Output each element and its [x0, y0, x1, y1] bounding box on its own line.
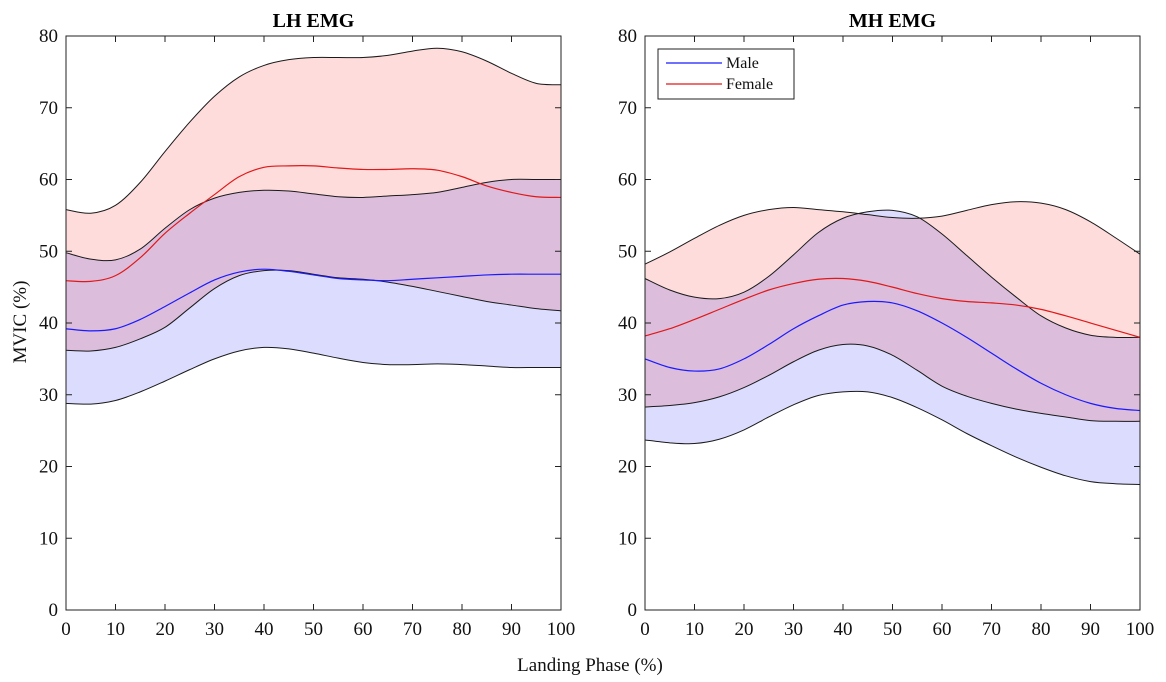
y-tick-label: 20 — [618, 457, 637, 478]
x-tick-label: 30 — [205, 619, 224, 640]
y-tick-label: 30 — [618, 385, 637, 406]
legend-label-male: Male — [726, 55, 759, 72]
x-tick-label: 100 — [547, 619, 576, 640]
panel-mh-emg: 0 10 20 30 40 50 60 70 80 90 100 0 10 20 30 40 50 60 70 80 M… — [618, 10, 1154, 640]
band-edge-female-lower — [65, 269, 562, 352]
legend-label-female: Female — [726, 76, 773, 93]
y-tick-label: 10 — [39, 528, 58, 549]
y-tick-label: 60 — [39, 170, 58, 191]
y-tick-label: 70 — [39, 98, 58, 119]
x-tick-label: 0 — [640, 619, 650, 640]
band-edge-female-upper — [65, 47, 562, 214]
y-tick-label: 70 — [618, 98, 637, 119]
x-tick-label: 20 — [735, 619, 754, 640]
x-tick-label: 80 — [1032, 619, 1051, 640]
band-female — [645, 201, 1140, 422]
mean-line-male — [644, 300, 1141, 412]
legend: Male Female — [657, 48, 795, 100]
x-tick-label: 40 — [834, 619, 853, 640]
x-tick-label: 70 — [982, 619, 1001, 640]
x-tick-label: 50 — [883, 619, 902, 640]
y-tick-label: 60 — [618, 170, 637, 191]
legend-box — [657, 48, 795, 100]
x-tick-label: 90 — [502, 619, 521, 640]
x-tick-label: 90 — [1081, 619, 1100, 640]
band-edge-female-lower — [644, 343, 1141, 422]
x-tick-label: 60 — [933, 619, 952, 640]
y-tick-label: 0 — [49, 600, 59, 621]
band-edge-female-upper — [644, 201, 1141, 265]
shared-y-axis-label: MVIC (%) — [10, 281, 31, 364]
band-edge-male-lower — [65, 346, 561, 405]
x-tick-label: 80 — [453, 619, 472, 640]
band-female — [66, 48, 561, 352]
x-tick-label: 0 — [61, 619, 71, 640]
y-tick-label: 50 — [618, 241, 637, 262]
x-tick-label: 10 — [106, 619, 125, 640]
mean-line-female — [65, 165, 562, 283]
y-tick-label: 50 — [39, 241, 58, 262]
x-tick-label: 10 — [685, 619, 704, 640]
bands-group — [645, 201, 1140, 485]
chart-title: LH EMG — [273, 10, 355, 32]
y-tick-label: 30 — [39, 385, 58, 406]
mean-line-male — [65, 268, 561, 332]
x-tick-label: 20 — [156, 619, 175, 640]
y-tick-label: 20 — [39, 457, 58, 478]
y-tick-label: 40 — [618, 313, 637, 334]
band-edge-male-lower — [644, 390, 1141, 485]
y-tick-label: 40 — [39, 313, 58, 334]
x-tick-label: 60 — [354, 619, 373, 640]
band-edge-male-upper — [644, 209, 1141, 339]
shared-x-axis-label: Landing Phase (%) — [517, 655, 663, 676]
y-tick-label: 0 — [628, 600, 638, 621]
y-tick-label: 80 — [618, 26, 637, 47]
bands-group — [66, 48, 561, 405]
x-tick-label: 30 — [784, 619, 803, 640]
chart-title: MH EMG — [849, 10, 937, 32]
mean-line-female — [644, 277, 1141, 338]
x-tick-label: 40 — [255, 619, 274, 640]
y-tick-label: 80 — [39, 26, 58, 47]
panel-lh-emg: 0 10 20 30 40 50 60 70 80 90 100 0 10 20 30 40 50 60 70 80 L… — [39, 10, 575, 640]
x-tick-label: 50 — [304, 619, 323, 640]
x-tick-label: 100 — [1126, 619, 1155, 640]
y-tick-label: 10 — [618, 528, 637, 549]
x-tick-label: 70 — [403, 619, 422, 640]
